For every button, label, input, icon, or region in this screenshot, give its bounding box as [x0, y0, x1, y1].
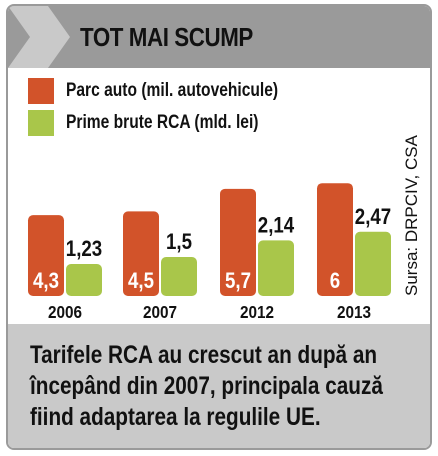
chart-title: TOT MAI SCUMP — [80, 22, 253, 52]
data-label-premiums-2006: 1,23 — [66, 238, 102, 262]
bar-premiums-2012 — [258, 240, 294, 296]
infographic-card: TOT MAI SCUMP Parc auto (mil. autovehicu… — [6, 4, 432, 450]
data-label-premiums-2007: 1,5 — [166, 231, 192, 255]
tick-label-2007: 2007 — [143, 302, 177, 322]
bar-premiums-2006 — [66, 264, 102, 296]
legend-label-premiums: Prime brute RCA (mld. lei) — [66, 112, 259, 133]
tick-label-2006: 2006 — [48, 302, 82, 322]
bar-premiums-2007 — [161, 257, 197, 296]
source-note: Sursa: DRPCIV, CSA — [402, 135, 421, 296]
arrow-icon — [8, 6, 70, 68]
data-label-fleet-2006: 4,3 — [33, 270, 59, 294]
footer-box: Tarifele RCA au crescut an după an încep… — [8, 324, 430, 448]
bar-fleet-2013 — [317, 183, 353, 296]
data-label-fleet-2012: 5,7 — [225, 270, 251, 294]
tick-label-2013: 2013 — [337, 302, 371, 322]
bar-chart: 4,3 1,23 2006 4,5 1,5 2007 5,7 2,14 2012 6 2,47 201… — [28, 183, 391, 322]
bar-premiums-2013 — [355, 231, 391, 296]
bar-fleet-2007 — [123, 211, 159, 296]
data-label-fleet-2013: 6 — [330, 270, 340, 294]
data-label-premiums-2013: 2,47 — [355, 205, 391, 229]
bar-fleet-2006 — [28, 215, 64, 296]
bar-fleet-2012 — [220, 188, 256, 296]
tick-label-2012: 2012 — [240, 302, 274, 322]
data-label-premiums-2012: 2,14 — [258, 214, 295, 238]
data-label-fleet-2007: 4,5 — [128, 270, 154, 294]
footer-text: Tarifele RCA au crescut an după an încep… — [30, 341, 383, 431]
legend-swatch-fleet — [28, 78, 54, 104]
header-bar: TOT MAI SCUMP — [8, 6, 430, 68]
legend-label-fleet: Parc auto (mil. autovehicule) — [66, 80, 279, 101]
legend-swatch-premiums — [28, 110, 54, 136]
